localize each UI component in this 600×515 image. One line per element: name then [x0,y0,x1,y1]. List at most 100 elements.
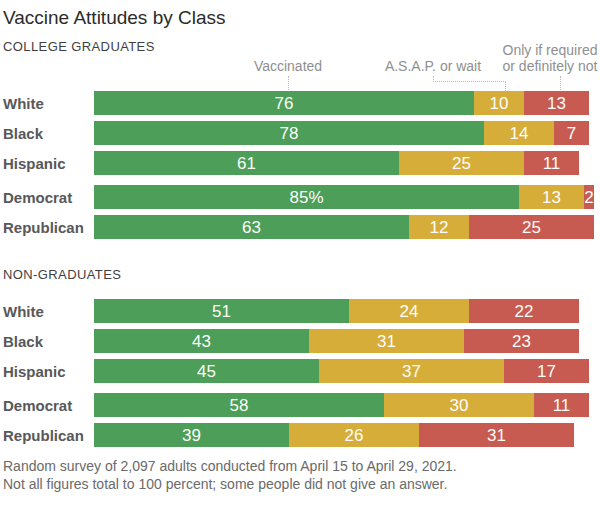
segment-value-label: 30 [450,397,469,414]
segment-value-label: 14 [510,125,529,142]
row-label: White [0,91,94,115]
bar-track: 85% 13 2 [94,185,594,209]
leader-line-asap-drop [505,81,506,91]
segment-value-label: 11 [543,155,561,172]
legend-label-vaccinated: Vaccinated [254,58,322,74]
footnote-line-1: Random survey of 2,097 adults conducted … [3,457,600,475]
row-label: Black [0,329,94,353]
row-label: Democrat [0,185,94,209]
chart-row: Black433123 [0,329,600,353]
segment-value-label: 26 [345,427,364,444]
chart-row: Hispanic 45 37 17 [0,359,600,383]
segment-value-label: 61 [237,155,256,172]
segment-value-label: 22 [515,303,534,320]
bar-segment-asap-or-wait: 37 [319,359,504,383]
segment-value-label: 51 [212,303,231,320]
segment-value-label: 17 [537,363,556,380]
segment-value-label: 76 [275,95,294,112]
section-heading: NON-GRADUATES [3,267,121,282]
section-header: NON-GRADUATES [0,245,600,299]
segment-value-label: 24 [400,303,419,320]
bar-segment-vaccinated: 43 [94,329,309,353]
bar-segment-vaccinated: 63 [94,215,409,239]
bar-group: Democrat 85% 13 2 Republican 63 12 25 [0,185,600,239]
bar-segment-asap-or-wait: 10 [474,91,524,115]
segment-value-label: 37 [402,363,421,380]
bar-segment-vaccinated: 76 [94,91,474,115]
bar-segment-only-if-required: 11 [524,151,579,175]
row-label: Black [0,121,94,145]
section-rows: White512422Black433123Hispanic453717Demo… [0,299,600,447]
bar-segment-asap-or-wait: 24 [349,299,469,323]
segment-value-label: 85% [289,189,323,206]
row-label: Republican [0,215,94,239]
vaccine-attitudes-chart: Vaccine Attitudes by Class COLLEGE GRADU… [0,0,600,515]
bar-segment-only-if-required: 22 [469,299,579,323]
section-non-graduates: NON-GRADUATES White512422Black433123Hisp… [0,245,600,447]
chart-row: Democrat 85% 13 2 [0,185,600,209]
chart-row: Republican 63 12 25 [0,215,600,239]
segment-value-label: 58 [230,397,249,414]
chart-row: Democrat 58 30 11 [0,393,600,417]
chart-row: Republican 39 26 31 [0,423,600,447]
bar-segment-vaccinated: 78 [94,121,484,145]
segment-value-label: 13 [542,189,561,206]
row-label: Hispanic [0,151,94,175]
row-label: Hispanic [0,359,94,383]
segment-value-label: 25 [452,155,471,172]
bar-segment-vaccinated: 51 [94,299,349,323]
leader-line-asap-elbow [433,76,506,82]
bar-segment-asap-or-wait: 25 [399,151,524,175]
bar-segment-only-if-required: 13 [524,91,589,115]
bar-segment-only-if-required: 2 [584,185,594,209]
bar-track: 58 30 11 [94,393,594,417]
row-label: Republican [0,423,94,447]
segment-value-label: 31 [487,427,506,444]
leader-line-vaccinated [288,76,289,90]
segment-value-label: 39 [182,427,201,444]
bar-segment-only-if-required: 31 [419,423,574,447]
segment-value-label: 78 [280,125,299,142]
bar-segment-asap-or-wait: 12 [409,215,469,239]
segment-value-label: 45 [197,363,216,380]
chart-row: Black 78 14 7 [0,121,600,145]
bar-segment-vaccinated: 58 [94,393,384,417]
bar-segment-asap-or-wait: 13 [519,185,584,209]
chart-row: White 76 10 13 [0,91,600,115]
bar-segment-asap-or-wait: 14 [484,121,554,145]
footnote: Random survey of 2,097 adults conducted … [0,453,600,493]
segment-value-label: 7 [567,125,576,142]
row-label: Democrat [0,393,94,417]
chart-title: Vaccine Attitudes by Class [0,0,600,29]
segment-value-label: 10 [490,95,509,112]
bar-group: White 76 10 13 Black 78 14 7 Hispanic 61 25 11 [0,91,600,175]
segment-value-label: 12 [430,219,449,236]
bar-segment-vaccinated: 85% [94,185,519,209]
bar-track: 39 26 31 [94,423,594,447]
legend-label-only-if-required-line1: Only if required [503,42,598,58]
segment-value-label: 43 [192,333,211,350]
bar-track: 78 14 7 [94,121,594,145]
section-rows: White 76 10 13 Black 78 14 7 Hispanic 61 25 11 Democ… [0,91,600,239]
legend-annotations: Vaccinated A.S.A.P. or wait Only if requ… [97,29,597,91]
bar-track: 433123 [94,329,594,353]
bar-track: 51 24 22 [94,299,594,323]
segment-value-label: 2 [584,189,593,206]
segment-value-label: 25 [522,219,541,236]
bar-segment-asap-or-wait: 26 [289,423,419,447]
bar-track: 63 12 25 [94,215,594,239]
bar-segment-only-if-required: 11 [534,393,589,417]
bar-group: White512422Black433123Hispanic453717 [0,299,600,383]
segment-value-label: 63 [242,219,261,236]
chart-row: White 51 24 22 [0,299,600,323]
segment-value-label: 31 [377,333,396,350]
row-label: White [0,299,94,323]
leader-line-only-if-required [560,76,561,90]
bar-track: 76 10 13 [94,91,594,115]
bar-group: Democrat 58 30 11 Republican 39 26 31 [0,393,600,447]
section-college-graduates: COLLEGE GRADUATES Vaccinated A.S.A.P. or… [0,29,600,239]
footnote-line-2: Not all figures total to 100 percent; so… [3,475,600,493]
bar-track: 61 25 11 [94,151,594,175]
bar-segment-only-if-required: 17 [504,359,589,383]
section-header: COLLEGE GRADUATES Vaccinated A.S.A.P. or… [0,29,600,91]
